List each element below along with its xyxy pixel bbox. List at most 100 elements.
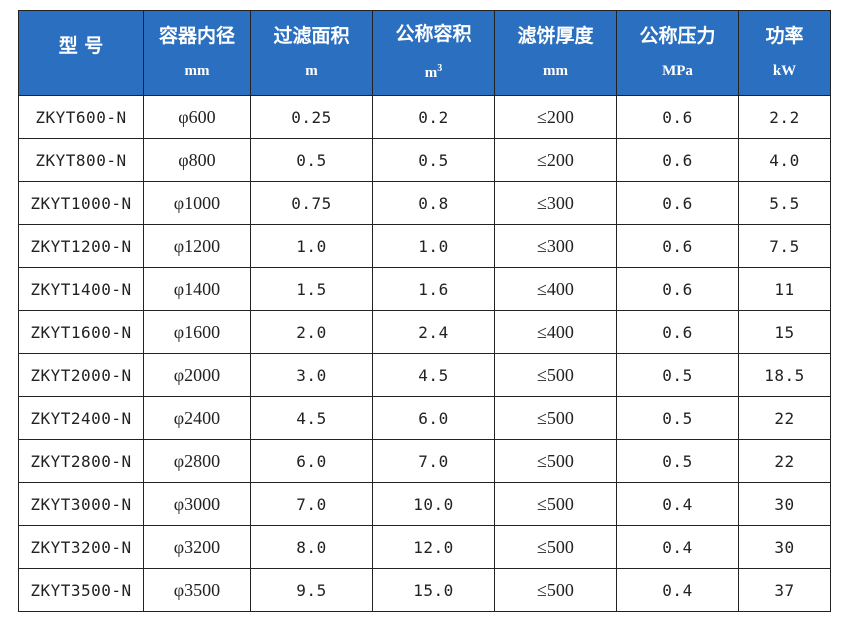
cell-filter-area: 1.0 [250, 224, 373, 268]
cell-model: ZKYT3000-N [18, 482, 144, 526]
cell-volume: 1.6 [372, 267, 495, 311]
header-pressure: 公称压力 MPa [616, 10, 739, 96]
cell-power: 22 [738, 439, 831, 483]
cell-pressure: 0.6 [616, 138, 739, 182]
cell-cake-thickness: ≤200 [494, 95, 617, 139]
cell-volume: 0.8 [372, 181, 495, 225]
cell-power: 4.0 [738, 138, 831, 182]
cell-cake-thickness: ≤500 [494, 396, 617, 440]
cell-model: ZKYT2800-N [18, 439, 144, 483]
header-volume: 公称容积 m3 [372, 10, 495, 96]
cell-model: ZKYT600-N [18, 95, 144, 139]
cell-volume: 4.5 [372, 353, 495, 397]
cell-pressure: 0.6 [616, 181, 739, 225]
cell-pressure: 0.6 [616, 267, 739, 311]
cell-pressure: 0.6 [616, 224, 739, 268]
cell-volume: 6.0 [372, 396, 495, 440]
cell-volume: 7.0 [372, 439, 495, 483]
cell-power: 7.5 [738, 224, 831, 268]
table-header: 型 号 容器内径 mm 过滤面积 m 公称容积 m3 滤饼厚度 mm 公称压力 MPa 功… [18, 10, 831, 96]
table-row: ZKYT1600-N φ1600 2.0 2.4 ≤400 0.6 15 [18, 310, 831, 354]
cell-filter-area: 2.0 [250, 310, 373, 354]
cell-filter-area: 7.0 [250, 482, 373, 526]
cell-filter-area: 0.25 [250, 95, 373, 139]
cell-cake-thickness: ≤500 [494, 353, 617, 397]
cell-cake-thickness: ≤300 [494, 224, 617, 268]
cell-cake-thickness: ≤500 [494, 482, 617, 526]
cell-pressure: 0.4 [616, 482, 739, 526]
cell-model: ZKYT2400-N [18, 396, 144, 440]
cell-model: ZKYT1600-N [18, 310, 144, 354]
cell-cake-thickness: ≤500 [494, 525, 617, 569]
table-row: ZKYT3200-N φ3200 8.0 12.0 ≤500 0.4 30 [18, 525, 831, 569]
cell-inner-diameter: φ2000 [143, 353, 251, 397]
cell-power: 30 [738, 482, 831, 526]
cell-cake-thickness: ≤400 [494, 267, 617, 311]
header-power: 功率 kW [738, 10, 831, 96]
cell-cake-thickness: ≤500 [494, 439, 617, 483]
cell-pressure: 0.6 [616, 310, 739, 354]
table-row: ZKYT1200-N φ1200 1.0 1.0 ≤300 0.6 7.5 [18, 224, 831, 268]
cell-inner-diameter: φ1400 [143, 267, 251, 311]
cell-inner-diameter: φ3200 [143, 525, 251, 569]
cell-inner-diameter: φ1000 [143, 181, 251, 225]
cell-power: 2.2 [738, 95, 831, 139]
cell-power: 11 [738, 267, 831, 311]
cell-inner-diameter: φ600 [143, 95, 251, 139]
cell-model: ZKYT3200-N [18, 525, 144, 569]
cell-filter-area: 0.75 [250, 181, 373, 225]
spec-table: 型 号 容器内径 mm 过滤面积 m 公称容积 m3 滤饼厚度 mm 公称压力 MPa 功… [18, 10, 831, 612]
cell-inner-diameter: φ2800 [143, 439, 251, 483]
cell-inner-diameter: φ1200 [143, 224, 251, 268]
table-row: ZKYT2000-N φ2000 3.0 4.5 ≤500 0.5 18.5 [18, 353, 831, 397]
cell-model: ZKYT800-N [18, 138, 144, 182]
cell-volume: 10.0 [372, 482, 495, 526]
cell-volume: 2.4 [372, 310, 495, 354]
table-row: ZKYT1400-N φ1400 1.5 1.6 ≤400 0.6 11 [18, 267, 831, 311]
cell-volume: 0.5 [372, 138, 495, 182]
cell-volume: 1.0 [372, 224, 495, 268]
cell-pressure: 0.5 [616, 353, 739, 397]
cell-power: 22 [738, 396, 831, 440]
cell-cake-thickness: ≤200 [494, 138, 617, 182]
cell-pressure: 0.5 [616, 439, 739, 483]
cell-power: 15 [738, 310, 831, 354]
cell-cake-thickness: ≤500 [494, 568, 617, 612]
header-model: 型 号 [18, 10, 144, 96]
cell-volume: 0.2 [372, 95, 495, 139]
cell-model: ZKYT1400-N [18, 267, 144, 311]
cell-power: 30 [738, 525, 831, 569]
cell-filter-area: 0.5 [250, 138, 373, 182]
cell-pressure: 0.4 [616, 525, 739, 569]
cell-volume: 12.0 [372, 525, 495, 569]
cell-inner-diameter: φ3500 [143, 568, 251, 612]
cell-pressure: 0.6 [616, 95, 739, 139]
cell-model: ZKYT1200-N [18, 224, 144, 268]
table-row: ZKYT600-N φ600 0.25 0.2 ≤200 0.6 2.2 [18, 95, 831, 139]
table-body: ZKYT600-N φ600 0.25 0.2 ≤200 0.6 2.2 ZKYT800-N φ… [18, 95, 831, 612]
cell-pressure: 0.5 [616, 396, 739, 440]
header-filter-area: 过滤面积 m [250, 10, 373, 96]
header-inner-diameter: 容器内径 mm [143, 10, 251, 96]
cell-model: ZKYT2000-N [18, 353, 144, 397]
table-row: ZKYT3000-N φ3000 7.0 10.0 ≤500 0.4 30 [18, 482, 831, 526]
cell-inner-diameter: φ1600 [143, 310, 251, 354]
cell-model: ZKYT1000-N [18, 181, 144, 225]
cell-inner-diameter: φ800 [143, 138, 251, 182]
cell-filter-area: 9.5 [250, 568, 373, 612]
cell-cake-thickness: ≤400 [494, 310, 617, 354]
header-cake-thickness: 滤饼厚度 mm [494, 10, 617, 96]
cell-inner-diameter: φ2400 [143, 396, 251, 440]
cell-filter-area: 3.0 [250, 353, 373, 397]
cell-volume: 15.0 [372, 568, 495, 612]
cell-model: ZKYT3500-N [18, 568, 144, 612]
table-row: ZKYT800-N φ800 0.5 0.5 ≤200 0.6 4.0 [18, 138, 831, 182]
cell-power: 18.5 [738, 353, 831, 397]
table-row: ZKYT2400-N φ2400 4.5 6.0 ≤500 0.5 22 [18, 396, 831, 440]
table-row: ZKYT2800-N φ2800 6.0 7.0 ≤500 0.5 22 [18, 439, 831, 483]
cell-filter-area: 4.5 [250, 396, 373, 440]
table-row: ZKYT3500-N φ3500 9.5 15.0 ≤500 0.4 37 [18, 568, 831, 612]
header-row: 型 号 容器内径 mm 过滤面积 m 公称容积 m3 滤饼厚度 mm 公称压力 MPa 功… [18, 10, 831, 96]
table-row: ZKYT1000-N φ1000 0.75 0.8 ≤300 0.6 5.5 [18, 181, 831, 225]
cell-inner-diameter: φ3000 [143, 482, 251, 526]
